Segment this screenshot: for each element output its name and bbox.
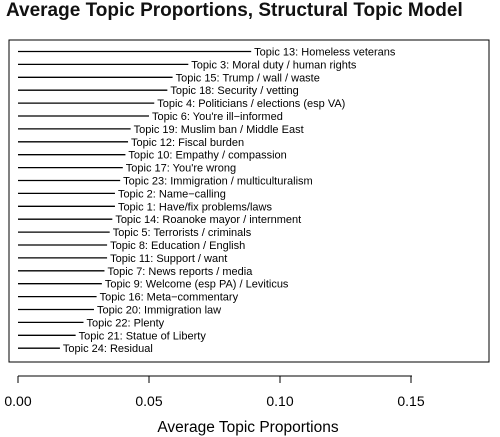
topic-label: Topic 20: Immigration law xyxy=(97,305,221,317)
topic-label: Topic 5: Terrorists / criminals xyxy=(113,227,252,239)
topic-label: Topic 14: Roanoke mayor / internment xyxy=(115,214,301,226)
x-tick-label: 0.05 xyxy=(135,393,162,409)
topic-label: Topic 17: You're wrong xyxy=(126,163,236,175)
x-tick-label: 0.00 xyxy=(4,393,31,409)
topic-label: Topic 9: Welcome (esp PA) / Leviticus xyxy=(105,279,289,291)
topic-label: Topic 10: Empathy / compassion xyxy=(128,150,286,162)
plot-frame xyxy=(8,39,490,363)
topic-label: Topic 7: News reports / media xyxy=(107,266,253,278)
topic-label: Topic 18: Security / vetting xyxy=(170,85,298,97)
topic-label: Topic 21: Statue of Liberty xyxy=(79,330,207,342)
chart-title: Average Topic Proportions, Structural To… xyxy=(6,0,463,21)
topic-label: Topic 15: Trump / wall / waste xyxy=(176,72,320,84)
topic-label: Topic 8: Education / English xyxy=(110,240,245,252)
x-ticks: 0.00 0.05 0.10 0.15 xyxy=(4,376,425,409)
topic-label: Topic 6: You're ill−informed xyxy=(152,111,283,123)
x-tick-label: 0.15 xyxy=(397,393,424,409)
topic-label: Topic 23: Immigration / multiculturalism xyxy=(123,176,313,188)
topic-label: Topic 24: Residual xyxy=(63,343,153,355)
x-axis-title: Average Topic Proportions xyxy=(157,419,338,436)
topic-label: Topic 3: Moral duty / human rights xyxy=(191,59,357,71)
topic-label: Topic 13: Homeless veterans xyxy=(254,47,396,59)
topic-label: Topic 2: Name−calling xyxy=(118,188,226,200)
bar-segments xyxy=(18,50,252,349)
topic-label: Topic 22: Plenty xyxy=(87,317,165,329)
topic-label: Topic 1: Have/fix problems/laws xyxy=(118,201,273,213)
x-tick-label: 0.10 xyxy=(266,393,293,409)
topic-label: Topic 16: Meta−commentary xyxy=(100,292,239,304)
topic-label: Topic 12: Fiscal burden xyxy=(131,137,244,149)
topic-label: Topic 4: Politicians / elections (esp VA… xyxy=(157,98,345,110)
topic-label: Topic 11: Support / want xyxy=(110,253,227,265)
topic-label: Topic 19: Muslim ban / Middle East xyxy=(134,124,304,136)
